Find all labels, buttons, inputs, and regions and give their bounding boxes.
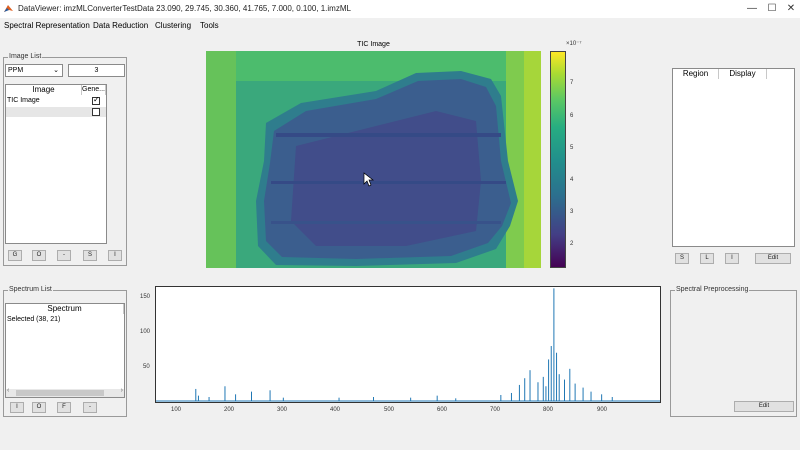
menu-clustering[interactable]: Clustering [155, 21, 192, 30]
colorbar-tick-label: 6 [570, 113, 574, 119]
image-list-panel: Image List [3, 53, 127, 266]
x-tick-label: 900 [597, 407, 608, 413]
image-list-button-s[interactable]: S [83, 250, 97, 261]
table-row[interactable]: Selected (38, 21) [6, 315, 124, 325]
spectrum-list-panel: Spectrum List [3, 286, 127, 417]
menu-bar: Spectral Representation Data Reduction C… [0, 19, 800, 33]
colorbar-tick-label: 4 [570, 177, 574, 183]
image-list-button-o[interactable]: O [32, 250, 46, 261]
spectrum-button-minus[interactable]: - [83, 402, 97, 413]
spectrum-plot[interactable] [155, 286, 661, 403]
y-tick-label: 50 [143, 364, 150, 370]
tic-heatmap[interactable] [206, 51, 541, 268]
spectral-preprocessing-panel: Spectral Preprocessing [670, 286, 797, 417]
x-tick-label: 400 [330, 407, 341, 413]
spectrum-table: Spectrum Selected (38, 21) ‹ › [5, 303, 125, 398]
x-tick-label: 200 [224, 407, 235, 413]
colorbar-tick-label: 2 [570, 241, 574, 247]
x-tick-label: 500 [384, 407, 395, 413]
spectrum-button-i[interactable]: I [10, 402, 24, 413]
restore-button[interactable]: ☐ [767, 3, 777, 14]
colorbar-tick-label: 7 [570, 80, 574, 86]
scrollbar-thumb[interactable] [16, 390, 104, 396]
mode-select[interactable]: PPM ⌄ [5, 64, 63, 77]
image-list-button-minus[interactable]: - [57, 250, 71, 261]
preprocessing-edit-button[interactable]: Edit [734, 401, 794, 412]
minimize-button[interactable]: — [747, 3, 757, 14]
menu-spectral-representation[interactable]: Spectral Representation [4, 21, 90, 30]
spectrum-column-header[interactable]: Spectrum [6, 304, 124, 314]
tissue-core [291, 111, 481, 246]
display-column-header[interactable]: Display [719, 69, 767, 79]
image-list-button-g[interactable]: G [8, 250, 22, 261]
generate-column-header[interactable]: Gene... [82, 85, 106, 95]
chevron-down-icon: ⌄ [53, 67, 59, 74]
image-list-button-i[interactable]: I [108, 250, 122, 261]
x-tick-label: 700 [490, 407, 501, 413]
menu-data-reduction[interactable]: Data Reduction [93, 21, 149, 30]
x-tick-label: 800 [543, 407, 554, 413]
region-button-s[interactable]: S [675, 253, 689, 264]
image-table: Image Gene... TIC Image ✓ [5, 84, 107, 244]
table-row[interactable]: TIC Image ✓ [6, 95, 106, 106]
spectrum-name-cell: Selected (38, 21) [7, 316, 61, 323]
x-tick-label: 100 [171, 407, 182, 413]
title-bar: DataViewer: imzMLConverterTestData 23.09… [0, 0, 800, 18]
colorbar-tick-label: 3 [570, 209, 574, 215]
close-button[interactable]: ✕ [786, 3, 796, 14]
scroll-right-icon: › [120, 387, 123, 394]
tissue-stripe [276, 133, 501, 137]
x-tick-label: 600 [437, 407, 448, 413]
region-table: Region Display [672, 68, 795, 247]
spectrum-button-o[interactable]: O [32, 402, 46, 413]
region-column-header[interactable]: Region [673, 69, 719, 79]
region-button-i[interactable]: I [725, 253, 739, 264]
tissue-stripe [271, 221, 501, 224]
spectrum-list-legend: Spectrum List [8, 286, 53, 293]
window-title: DataViewer: imzMLConverterTestData 23.09… [18, 4, 351, 13]
ppm-input[interactable]: 3 [68, 64, 125, 77]
spectrum-button-f[interactable]: F [57, 402, 71, 413]
scroll-left-icon: ‹ [7, 387, 10, 394]
y-tick-label: 150 [140, 294, 151, 300]
region-edit-button[interactable]: Edit [755, 253, 791, 264]
table-row[interactable] [6, 107, 106, 117]
matlab-logo-icon [4, 5, 13, 12]
colorbar-exponent: ×10⁻⁷ [566, 41, 582, 47]
heatmap-top-band [206, 51, 541, 81]
spectral-preprocessing-legend: Spectral Preprocessing [675, 286, 750, 293]
generate-checkbox[interactable] [92, 108, 100, 116]
heatmap-right-edge [524, 51, 541, 268]
check-icon: ✓ [93, 95, 100, 104]
x-tick-label: 300 [277, 407, 288, 413]
image-column-header[interactable]: Image [6, 85, 82, 95]
colorbar-tick-label: 5 [570, 145, 574, 151]
menu-tools[interactable]: Tools [200, 21, 219, 30]
colorbar [550, 51, 566, 268]
heatmap-left-band [206, 51, 236, 268]
region-button-l[interactable]: L [700, 253, 714, 264]
y-tick-label: 100 [140, 329, 151, 335]
image-title: TIC Image [357, 41, 390, 48]
image-name-cell: TIC Image [7, 97, 40, 104]
tissue-stripe [271, 181, 506, 184]
image-list-legend: Image List [8, 53, 43, 60]
generate-checkbox[interactable]: ✓ [92, 95, 100, 105]
mouse-cursor-icon [363, 172, 375, 187]
mode-select-value: PPM [8, 67, 24, 74]
horizontal-scrollbar[interactable]: ‹ › [6, 387, 124, 397]
spectrum-peaks [195, 288, 613, 402]
